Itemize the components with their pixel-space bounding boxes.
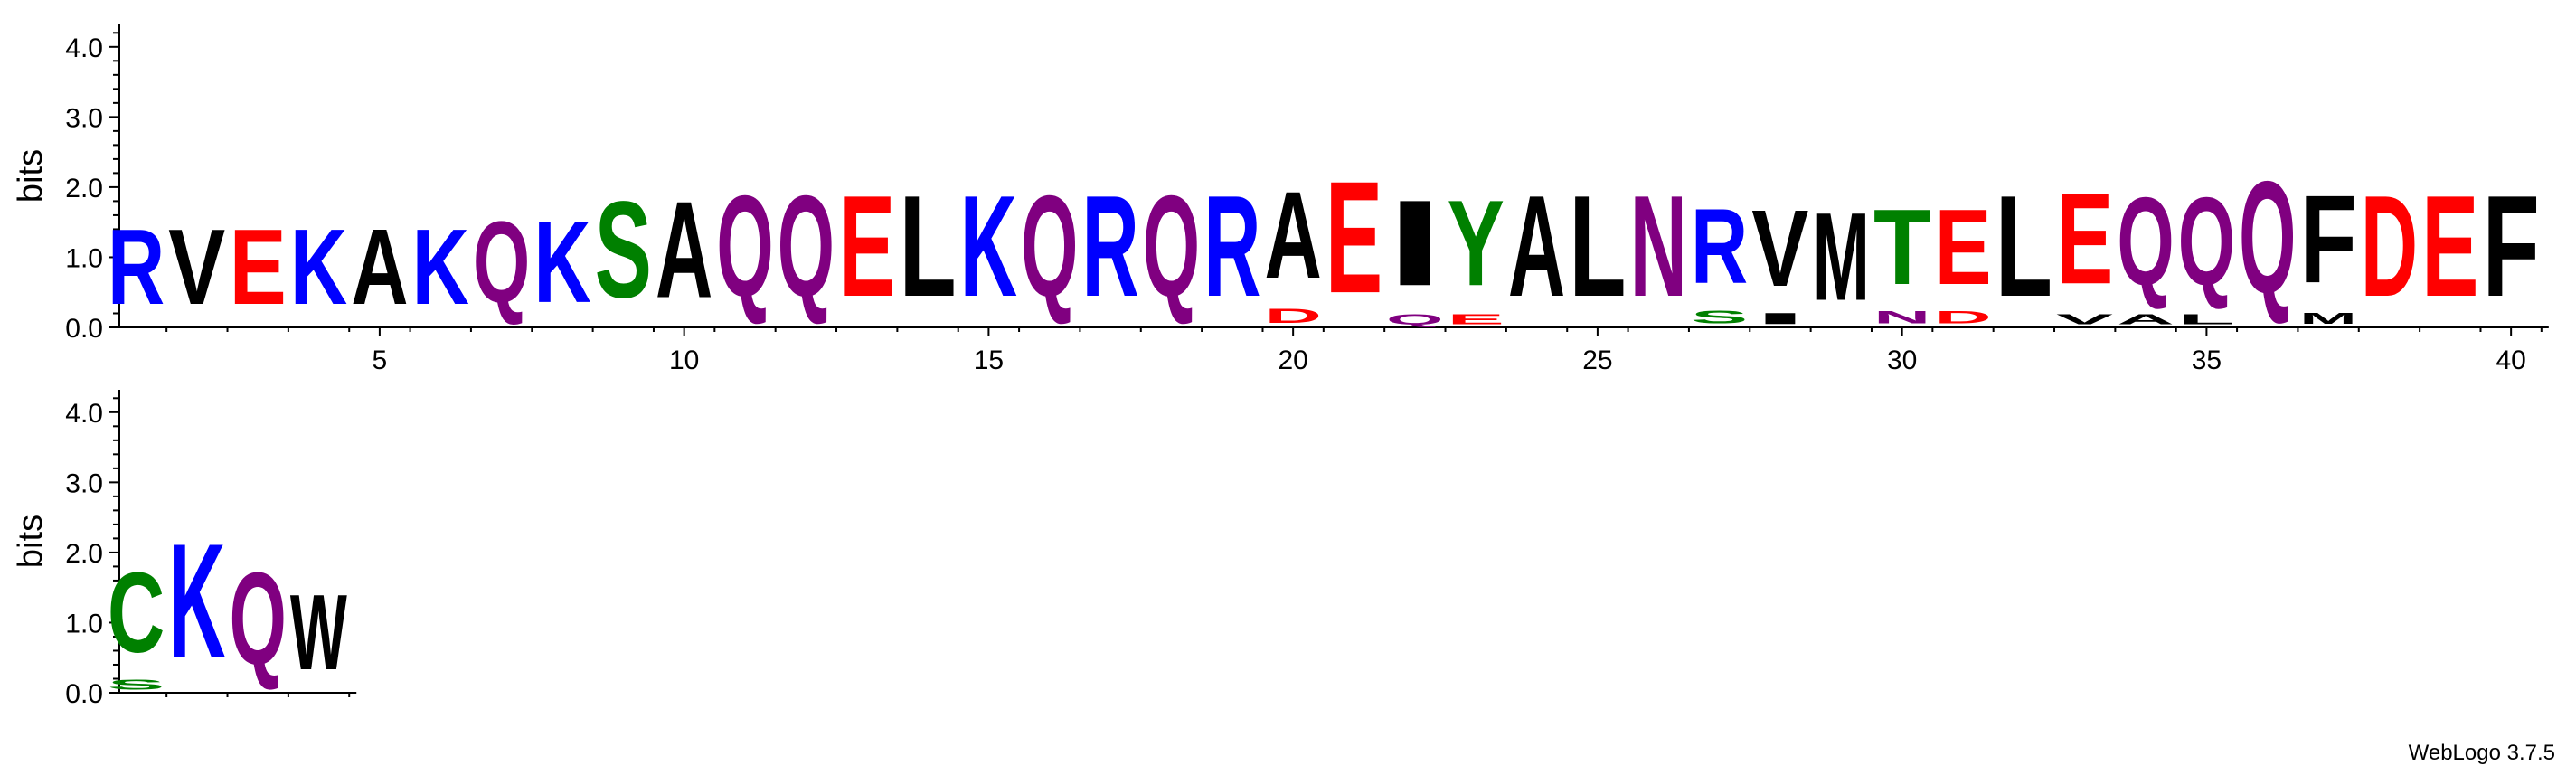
logo-letter-q: Q bbox=[230, 544, 287, 692]
logo-letter-e: E bbox=[1934, 187, 1991, 307]
logo-letter-e: E bbox=[838, 165, 895, 326]
y-tick-label: 4.0 bbox=[65, 33, 103, 63]
logo-letter-e: E bbox=[2421, 165, 2478, 326]
logo-letter-q: Q bbox=[473, 197, 530, 326]
logo-letter-d: D bbox=[1264, 305, 1321, 327]
y-tick-label: 3.0 bbox=[65, 103, 103, 133]
logo-letter-l: L bbox=[2178, 312, 2235, 327]
logo-letter-r: R bbox=[108, 207, 165, 327]
logo-letter-r: R bbox=[1081, 167, 1138, 327]
y-tick-label: 0.0 bbox=[65, 314, 103, 344]
logo-letter-a: A bbox=[656, 173, 712, 326]
logo-letter-q: Q bbox=[778, 165, 835, 326]
logo-letter-w: W bbox=[290, 573, 347, 693]
y-tick-label: 2.0 bbox=[65, 174, 103, 203]
logo-letter-f: F bbox=[2482, 166, 2539, 327]
logo-letter-q: Q bbox=[2178, 172, 2235, 312]
x-tick-label: 20 bbox=[1278, 345, 1307, 375]
x-tick-label: 25 bbox=[1582, 345, 1612, 375]
logo-letter-i: I bbox=[1386, 175, 1443, 311]
logo-letter-k: K bbox=[168, 511, 225, 693]
logo-letter-q: Q bbox=[1143, 165, 1200, 326]
logo-letter-c: C bbox=[108, 551, 165, 677]
logo-letter-a: A bbox=[2117, 312, 2174, 327]
logo-letter-s: S bbox=[108, 677, 165, 693]
logo-row-2: 0.0 1.0 2.0 3.0 4.0 bits SC K Q W bbox=[12, 390, 357, 709]
logo-letter-m: M bbox=[1813, 186, 1870, 326]
logo-letter-f: F bbox=[2299, 168, 2356, 308]
logo-letter-k: K bbox=[533, 198, 590, 326]
y-tick-label: 1.0 bbox=[65, 243, 103, 273]
x-tick-label: 10 bbox=[669, 345, 699, 375]
logo-letter-s: S bbox=[595, 172, 652, 326]
logo-letter-k: K bbox=[412, 207, 469, 327]
logo-letter-e: E bbox=[2056, 165, 2113, 311]
logo-letter-m: M bbox=[2299, 309, 2356, 326]
logo-letter-v: V bbox=[168, 206, 225, 326]
y-tick-label: 2.0 bbox=[65, 539, 103, 569]
x-tick-label: 5 bbox=[373, 345, 388, 375]
logo-letter-q: Q bbox=[1386, 312, 1443, 327]
y-tick-label: 3.0 bbox=[65, 468, 103, 498]
x-tick-label: 35 bbox=[2192, 345, 2222, 375]
logo-letter-d: D bbox=[2361, 167, 2418, 327]
logo-letter-e: E bbox=[1326, 149, 1382, 327]
logo-letter-n: N bbox=[1630, 167, 1687, 327]
logo-letter-l: L bbox=[1996, 166, 2052, 327]
y-tick-label: 0.0 bbox=[65, 679, 103, 709]
logo-letter-q: Q bbox=[716, 165, 773, 326]
logo-letter-i: I bbox=[1751, 310, 1808, 327]
logo-letter-q: Q bbox=[2239, 149, 2296, 326]
y-tick-label: 1.0 bbox=[65, 609, 103, 638]
logo-letter-n: N bbox=[1873, 307, 1930, 327]
logo-letter-a: A bbox=[351, 207, 408, 327]
logo-letter-r: R bbox=[1691, 186, 1748, 306]
logo-letter-q: Q bbox=[1021, 165, 1078, 326]
y-tick-label: 4.0 bbox=[65, 399, 103, 429]
logo-letter-q: Q bbox=[2117, 172, 2174, 312]
x-tick-label: 30 bbox=[1887, 345, 1917, 375]
logo-letter-e: E bbox=[230, 207, 287, 327]
y-axis-title: bits bbox=[12, 515, 50, 568]
y-axis-title: bits bbox=[12, 149, 50, 203]
logo-letter-s: S bbox=[1691, 307, 1748, 327]
logo-letter-a: A bbox=[1508, 167, 1565, 327]
logo-letter-r: R bbox=[1203, 167, 1260, 327]
weblogo-credit: WebLogo 3.7.5 bbox=[2409, 741, 2555, 765]
logo-letter-t: T bbox=[1873, 186, 1930, 307]
x-tick-label: 15 bbox=[974, 345, 1004, 375]
logo-letter-e: E bbox=[1448, 312, 1505, 327]
logo-letter-l: L bbox=[1569, 166, 1626, 327]
logo-letter-d: D bbox=[1934, 307, 1991, 327]
logo-letter-a: A bbox=[1264, 166, 1321, 304]
logo-letter-k: K bbox=[960, 167, 1017, 327]
x-tick-label: 40 bbox=[2496, 345, 2525, 375]
logo-letter-v: V bbox=[2056, 312, 2113, 327]
logo-letter-y: Y bbox=[1448, 175, 1505, 312]
logo-letter-l: L bbox=[899, 166, 956, 327]
logo-letter-k: K bbox=[290, 207, 347, 327]
logo-letter-v: V bbox=[1751, 188, 1808, 310]
